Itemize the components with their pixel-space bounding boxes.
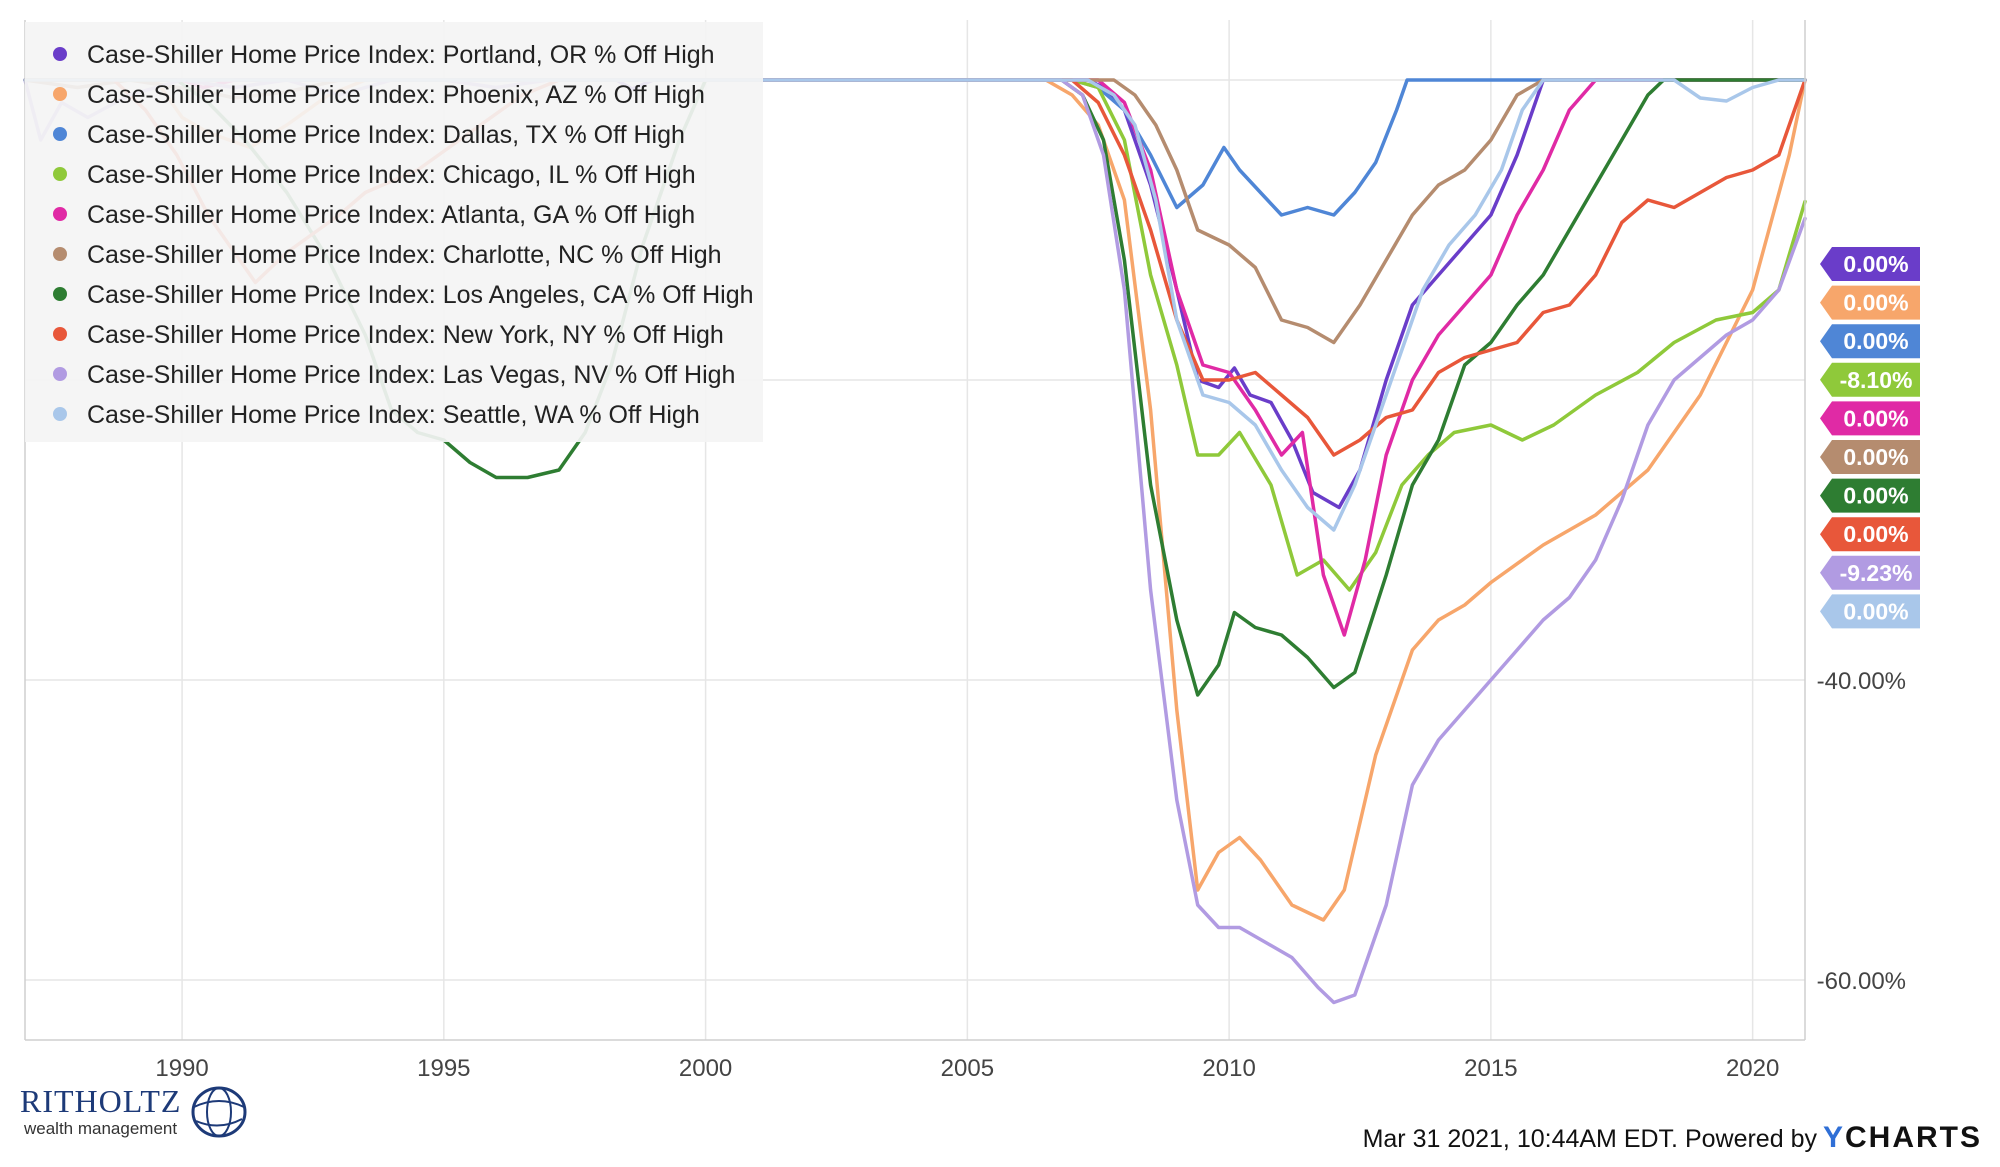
x-tick-label: 1995: [417, 1055, 470, 1082]
legend-marker: [53, 127, 67, 141]
ycharts-brand[interactable]: YCHARTS: [1823, 1121, 1982, 1154]
end-label-tag: [1820, 401, 1920, 436]
end-label-tag: [1820, 555, 1920, 590]
end-label-tag: [1820, 517, 1920, 552]
end-label-value: 0.00%: [1843, 444, 1908, 470]
x-tick-label: 2005: [941, 1055, 994, 1082]
end-label-value: 0.00%: [1843, 251, 1908, 277]
legend-label[interactable]: Case-Shiller Home Price Index: Seattle, …: [87, 401, 700, 429]
globe-icon: [191, 1086, 247, 1138]
end-label-value: 0.00%: [1843, 483, 1908, 509]
legend-marker: [53, 167, 67, 181]
end-label-value: 0.00%: [1843, 405, 1908, 431]
legend-label[interactable]: Case-Shiller Home Price Index: Chicago, …: [87, 161, 696, 189]
legend-label[interactable]: Case-Shiller Home Price Index: Los Angel…: [87, 281, 754, 309]
end-label-value: 0.00%: [1843, 598, 1908, 624]
legend-marker: [53, 247, 67, 261]
end-label-tag: [1820, 478, 1920, 513]
end-label-tag: [1820, 594, 1920, 629]
series-line-4: [23, 78, 1807, 637]
x-tick-label: 2015: [1464, 1055, 1517, 1082]
legend: Case-Shiller Home Price Index: Portland,…: [25, 22, 763, 442]
footer-timestamp: Mar 31 2021, 10:44AM EDT. Powered by: [1362, 1125, 1817, 1153]
legend-marker: [53, 207, 67, 221]
legend-label[interactable]: Case-Shiller Home Price Index: Las Vegas…: [87, 361, 735, 389]
ycharts-brand-rest: CHARTS: [1845, 1121, 1982, 1154]
end-labels: 0.00% 0.00% 0.00% -8.10% 0.00% 0.00% 0.00% 0.00…: [1820, 247, 1920, 629]
legend-box: [25, 22, 763, 442]
x-tick-label: 1990: [155, 1055, 208, 1082]
legend-marker: [53, 327, 67, 341]
legend-label[interactable]: Case-Shiller Home Price Index: Dallas, T…: [87, 121, 685, 149]
ycharts-brand-y: Y: [1822, 1121, 1845, 1154]
end-label-value: 0.00%: [1843, 328, 1908, 354]
end-label-tag: [1820, 440, 1920, 474]
end-label-value: -9.23%: [1840, 560, 1913, 586]
x-tick-label: 2000: [679, 1055, 732, 1082]
legend-marker: [53, 407, 67, 421]
series-line-3: [23, 78, 1807, 592]
footer-stamp: Mar 31 2021, 10:44AM EDT. Powered by YCHA…: [1363, 1121, 1982, 1155]
ritholtz-logo: RITHOLTZ wealth management: [20, 1079, 250, 1149]
legend-label[interactable]: Case-Shiller Home Price Index: Charlotte…: [87, 241, 722, 269]
end-label-value: -8.10%: [1840, 367, 1913, 393]
legend-marker: [53, 367, 67, 381]
end-label-value: 0.00%: [1843, 521, 1908, 547]
end-label-value: 0.00%: [1843, 290, 1908, 316]
legend-label[interactable]: Case-Shiller Home Price Index: Portland,…: [87, 41, 715, 69]
x-tick-label: 2020: [1726, 1055, 1779, 1082]
end-label-tag: [1820, 285, 1920, 320]
legend-label[interactable]: Case-Shiller Home Price Index: New York,…: [87, 321, 724, 349]
legend-label[interactable]: Case-Shiller Home Price Index: Atlanta, …: [87, 201, 695, 229]
x-tick-label: 2010: [1202, 1055, 1255, 1082]
logo-name: RITHOLTZ: [20, 1083, 182, 1119]
legend-marker: [53, 47, 67, 61]
end-label-tag: [1820, 362, 1920, 397]
legend-marker: [53, 287, 67, 301]
axes: 1990 1995 2000 2005 2010 2015 2020 -40.00% -60.0…: [24, 20, 1906, 1082]
y-tick-label: -40.00%: [1817, 668, 1906, 695]
legend-label[interactable]: Case-Shiller Home Price Index: Phoenix, …: [87, 81, 705, 109]
series-line-9: [23, 78, 1807, 532]
logo-subtitle: wealth management: [24, 1119, 178, 1138]
end-label-tag: [1820, 247, 1920, 281]
end-label-tag: [1820, 324, 1920, 359]
y-tick-label: -60.00%: [1817, 968, 1906, 995]
legend-marker: [53, 87, 67, 101]
